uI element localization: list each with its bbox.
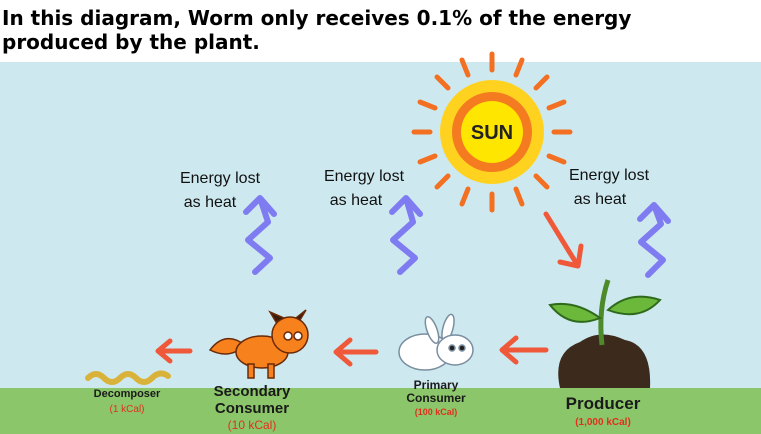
organism-name: Decomposer [94, 388, 161, 400]
flow-arrow [155, 338, 193, 364]
heat-label: Energy lost [180, 170, 261, 187]
organism-name: Secondary [214, 383, 291, 400]
heat-label: Energy lost [569, 167, 650, 184]
sun: SUN [411, 51, 573, 213]
heat-arrow [243, 195, 277, 275]
heat-arrow [389, 195, 423, 275]
plant [548, 279, 662, 388]
organism-name: Primary [414, 378, 459, 392]
heat-arrow [637, 202, 671, 278]
flow-arrow [333, 337, 379, 367]
flow-arrow [543, 211, 584, 269]
grass [0, 388, 761, 434]
organism-energy: (10 kCal) [228, 418, 277, 432]
organism-name: Consumer [215, 400, 289, 417]
sun-label: SUN [471, 122, 513, 144]
organism-name: Producer [566, 394, 641, 413]
organism-energy: (1 kCal) [109, 404, 144, 415]
rabbit [398, 313, 474, 371]
organism-energy: (1,000 kCal) [575, 417, 631, 428]
heat-label: as heat [574, 191, 627, 208]
heat-label: Energy lost [324, 168, 405, 185]
title: In this diagram, Worm only receives 0.1%… [2, 6, 632, 54]
heat-label: as heat [330, 192, 383, 209]
heat-label: as heat [184, 194, 237, 211]
organism-name: Consumer [406, 391, 466, 405]
flow-arrow [499, 335, 549, 365]
worm [85, 370, 171, 385]
organism-energy: (100 kCal) [415, 407, 458, 417]
fox [208, 309, 309, 379]
